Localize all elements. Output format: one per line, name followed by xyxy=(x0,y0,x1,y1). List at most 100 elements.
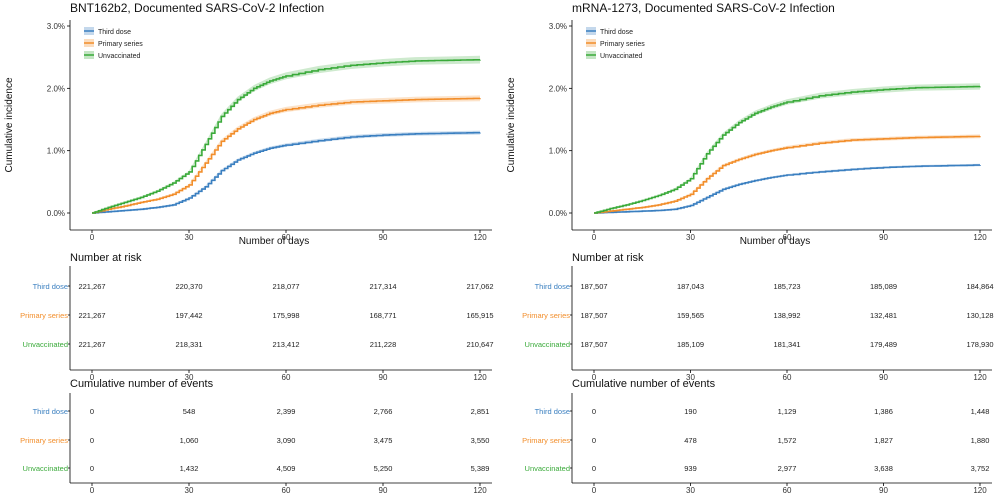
number-at-risk-cell: 185,109 xyxy=(677,340,704,349)
cumulative-events-cell: 2,977 xyxy=(778,464,797,473)
cumulative-events-x-tick-label: 60 xyxy=(282,486,291,495)
number-at-risk-cell: 184,864 xyxy=(966,282,993,291)
legend-label: Primary series xyxy=(600,41,645,48)
number-at-risk-x-tick-label: 90 xyxy=(379,373,388,382)
number-at-risk-title: Number at risk xyxy=(572,252,644,264)
cumulative-events-x-tick-label: 120 xyxy=(973,486,987,495)
cumulative-events-cell: 1,880 xyxy=(971,436,990,445)
number-at-risk-x-tick-label: 60 xyxy=(783,373,792,382)
number-at-risk-cell: 217,062 xyxy=(466,282,493,291)
cumulative-events-cell: 4,509 xyxy=(277,464,296,473)
chart-panel-1: BNT162b2, Documented SARS-CoV-2 Infectio… xyxy=(4,1,494,495)
number-at-risk-row-label: Unvaccinated xyxy=(23,340,68,349)
number-at-risk-cell: 210,647 xyxy=(466,340,493,349)
number-at-risk-row-label: Third dose xyxy=(33,282,68,291)
cumulative-events-x-tick-label: 30 xyxy=(185,486,194,495)
cumulative-events-cell: 0 xyxy=(592,436,596,445)
number-at-risk-cell: 159,565 xyxy=(677,311,704,320)
cumulative-events-cell: 548 xyxy=(183,407,196,416)
number-at-risk-x-tick-label: 60 xyxy=(282,373,291,382)
cumulative-events-cell: 2,766 xyxy=(374,407,393,416)
y-axis-title: Cumulative incidence xyxy=(506,77,517,172)
legend-label: Third dose xyxy=(98,29,131,36)
number-at-risk-x-tick-label: 30 xyxy=(185,373,194,382)
series-line-primary-series xyxy=(594,135,981,214)
cumulative-events-row-label: Primary series xyxy=(20,436,68,445)
cumulative-events-row-label: Third dose xyxy=(33,407,68,416)
cumulative-events-cell: 939 xyxy=(684,464,697,473)
number-at-risk-x-tick-label: 120 xyxy=(973,373,987,382)
series-line-unvaccinated xyxy=(92,59,481,214)
cumulative-events-x-tick-label: 90 xyxy=(879,486,888,495)
cumulative-events-cell: 0 xyxy=(90,407,94,416)
cumulative-events-cell: 478 xyxy=(684,436,697,445)
series-band-primary-series xyxy=(594,134,980,213)
y-axis-title: Cumulative incidence xyxy=(4,77,15,172)
x-tick-label: 120 xyxy=(473,233,487,242)
series-line-third-dose xyxy=(594,164,981,214)
cumulative-events-row-label: Primary series xyxy=(522,436,570,445)
cumulative-events-x-tick-label: 0 xyxy=(592,486,597,495)
cumulative-events-cell: 5,389 xyxy=(471,464,490,473)
number-at-risk-x-tick-label: 90 xyxy=(879,373,888,382)
cumulative-events-cell: 1,572 xyxy=(778,436,797,445)
legend-label: Unvaccinated xyxy=(98,53,141,60)
y-tick-label: 2.0% xyxy=(47,84,65,93)
number-at-risk-title: Number at risk xyxy=(70,252,142,264)
number-at-risk-cell: 178,930 xyxy=(966,340,993,349)
y-tick-label: 2.0% xyxy=(549,84,567,93)
number-at-risk-cell: 132,481 xyxy=(870,311,897,320)
y-tick-label: 3.0% xyxy=(549,22,567,31)
number-at-risk-cell: 179,489 xyxy=(870,340,897,349)
number-at-risk-cell: 213,412 xyxy=(272,340,299,349)
number-at-risk-cell: 221,267 xyxy=(78,282,105,291)
number-at-risk-x-tick-label: 120 xyxy=(473,373,487,382)
y-tick-label: 3.0% xyxy=(47,22,65,31)
cumulative-events-cell: 1,827 xyxy=(874,436,893,445)
cumulative-events-cell: 3,090 xyxy=(277,436,296,445)
number-at-risk-cell: 165,915 xyxy=(466,311,493,320)
number-at-risk-x-tick-label: 0 xyxy=(592,373,597,382)
cumulative-events-cell: 0 xyxy=(90,436,94,445)
x-tick-label: 120 xyxy=(973,233,987,242)
x-axis-title: Number of days xyxy=(740,236,811,247)
cumulative-events-cell: 3,475 xyxy=(374,436,393,445)
y-tick-label: 0.0% xyxy=(47,209,65,218)
cumulative-events-cell: 1,432 xyxy=(180,464,199,473)
number-at-risk-row-label: Primary series xyxy=(20,311,68,320)
number-at-risk-x-tick-label: 0 xyxy=(90,373,95,382)
y-tick-label: 1.0% xyxy=(549,147,567,156)
number-at-risk-cell: 185,089 xyxy=(870,282,897,291)
cumulative-events-row-label: Unvaccinated xyxy=(525,464,570,473)
number-at-risk-cell: 218,331 xyxy=(175,340,202,349)
number-at-risk-cell: 187,507 xyxy=(580,282,607,291)
series-line-unvaccinated xyxy=(594,85,981,214)
legend-label: Unvaccinated xyxy=(600,53,643,60)
cumulative-events-row-label: Third dose xyxy=(535,407,570,416)
cumulative-events-title: Cumulative number of events xyxy=(70,378,214,390)
number-at-risk-cell: 220,370 xyxy=(175,282,202,291)
x-tick-label: 30 xyxy=(686,233,695,242)
number-at-risk-cell: 211,228 xyxy=(370,340,397,349)
cumulative-events-title: Cumulative number of events xyxy=(572,378,716,390)
cumulative-events-cell: 3,550 xyxy=(471,436,490,445)
cumulative-events-cell: 1,386 xyxy=(874,407,893,416)
x-tick-label: 60 xyxy=(783,233,792,242)
number-at-risk-cell: 185,723 xyxy=(773,282,800,291)
cumulative-events-cell: 2,399 xyxy=(277,407,296,416)
cumulative-events-cell: 1,060 xyxy=(180,436,199,445)
cumulative-events-x-tick-label: 90 xyxy=(379,486,388,495)
cumulative-events-cell: 3,752 xyxy=(971,464,990,473)
number-at-risk-row-label: Unvaccinated xyxy=(525,340,570,349)
series-line-third-dose xyxy=(92,131,481,214)
number-at-risk-cell: 168,771 xyxy=(369,311,396,320)
number-at-risk-cell: 138,992 xyxy=(773,311,800,320)
number-at-risk-row-label: Primary series xyxy=(522,311,570,320)
x-axis-title: Number of days xyxy=(239,236,310,247)
number-at-risk-cell: 217,314 xyxy=(369,282,396,291)
number-at-risk-cell: 221,267 xyxy=(78,311,105,320)
cumulative-events-cell: 1,448 xyxy=(971,407,990,416)
legend-label: Third dose xyxy=(600,29,633,36)
cumulative-events-x-tick-label: 0 xyxy=(90,486,95,495)
